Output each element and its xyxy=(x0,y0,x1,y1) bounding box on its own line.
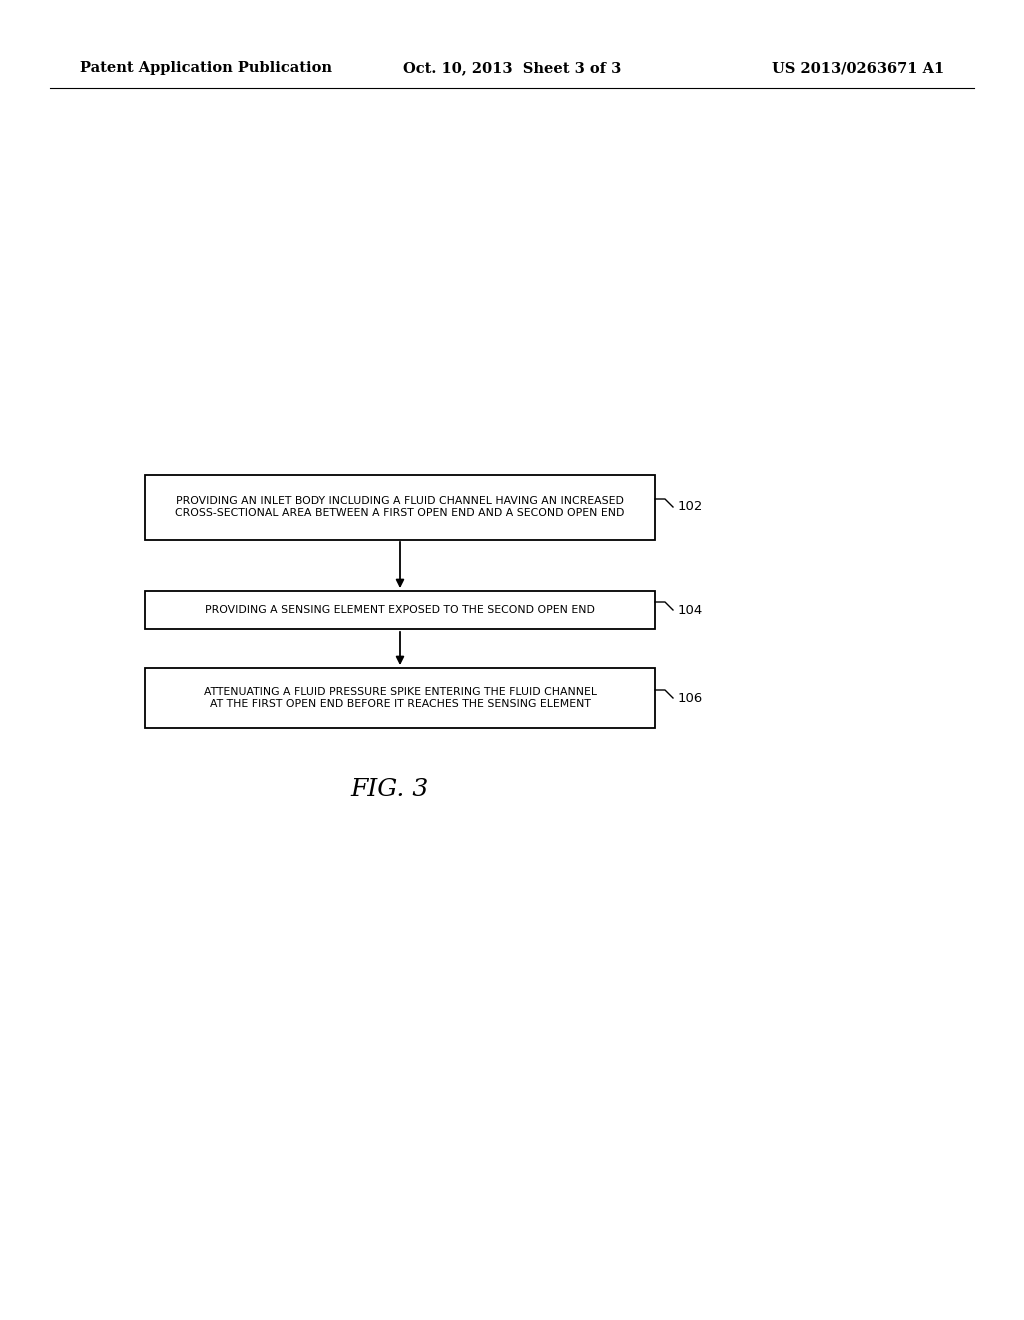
Text: 102: 102 xyxy=(678,500,703,513)
Bar xyxy=(145,591,655,630)
Text: US 2013/0263671 A1: US 2013/0263671 A1 xyxy=(772,61,944,75)
Text: Oct. 10, 2013  Sheet 3 of 3: Oct. 10, 2013 Sheet 3 of 3 xyxy=(402,61,622,75)
Bar xyxy=(145,668,655,729)
Text: FIG. 3: FIG. 3 xyxy=(351,779,429,801)
Text: 106: 106 xyxy=(678,692,703,705)
Text: ATTENUATING A FLUID PRESSURE SPIKE ENTERING THE FLUID CHANNEL
AT THE FIRST OPEN : ATTENUATING A FLUID PRESSURE SPIKE ENTER… xyxy=(204,688,597,709)
Text: PROVIDING A SENSING ELEMENT EXPOSED TO THE SECOND OPEN END: PROVIDING A SENSING ELEMENT EXPOSED TO T… xyxy=(205,605,595,615)
Bar xyxy=(145,474,655,540)
Text: PROVIDING AN INLET BODY INCLUDING A FLUID CHANNEL HAVING AN INCREASED
CROSS-SECT: PROVIDING AN INLET BODY INCLUDING A FLUI… xyxy=(175,496,625,517)
Text: Patent Application Publication: Patent Application Publication xyxy=(80,61,332,75)
Text: 104: 104 xyxy=(678,603,703,616)
